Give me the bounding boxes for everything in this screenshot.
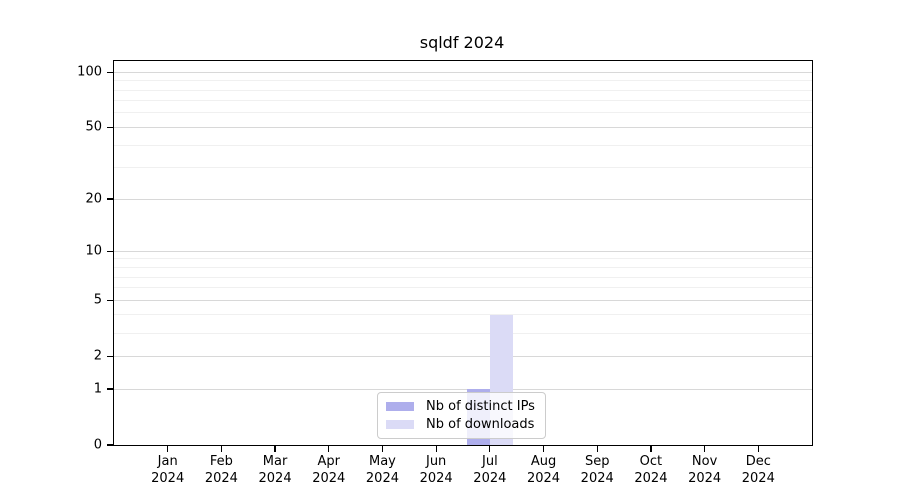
x-tick-label: Jan 2024 — [151, 454, 185, 486]
plot-area: Nb of distinct IPs Nb of downloads 0 1 2 5 1… — [77, 60, 813, 486]
minor-gridline — [114, 332, 812, 334]
x-tick-label: Dec 2024 — [741, 454, 775, 486]
major-gridline — [114, 198, 812, 200]
x-axis-tick — [703, 446, 706, 452]
x-axis-tick — [328, 446, 330, 452]
x-tick-label: Aug 2024 — [526, 454, 561, 486]
x-axis-tick — [381, 446, 384, 452]
y-tick-label: 100 — [77, 64, 102, 80]
x-tick-label: Jul 2024 — [473, 454, 507, 486]
x-tick-label: Nov 2024 — [688, 454, 722, 486]
major-gridline — [114, 126, 812, 128]
minor-gridline — [114, 258, 812, 260]
minor-gridline — [114, 100, 812, 102]
legend-swatch-downloads — [386, 419, 414, 429]
major-gridline — [114, 355, 812, 357]
x-tick-label: Feb 2024 — [204, 454, 238, 486]
y-tick-label: 2 — [93, 348, 102, 364]
minor-gridline — [114, 267, 812, 268]
y-tick-label: 50 — [85, 119, 102, 135]
y-tick-label: 10 — [85, 243, 102, 259]
legend-label-distinct-ips: Nb of distinct IPs — [426, 399, 535, 415]
x-tick-label: Oct 2024 — [634, 454, 668, 486]
chart-title: sqldf 2024 — [419, 33, 505, 52]
x-axis-tick — [650, 446, 652, 452]
legend-item-distinct-ips: Nb of distinct IPs — [386, 398, 535, 416]
y-axis-tick — [107, 388, 113, 390]
x-axis-tick — [542, 446, 545, 452]
x-tick-label: Jun 2024 — [419, 454, 453, 486]
x-tick-label: Apr 2024 — [312, 454, 346, 486]
minor-gridline — [114, 112, 812, 114]
y-axis-tick — [107, 444, 113, 446]
y-axis-tick — [107, 299, 113, 301]
y-axis-tick — [107, 71, 113, 73]
y-tick-label: 20 — [85, 191, 102, 207]
x-axis-tick — [220, 446, 223, 452]
minor-gridline — [114, 287, 812, 289]
minor-gridline — [114, 89, 812, 91]
x-axis-tick — [167, 446, 169, 452]
x-axis-tick — [596, 446, 598, 452]
x-tick-label: Mar 2024 — [258, 454, 292, 486]
legend: Nb of distinct IPs Nb of downloads — [377, 392, 546, 439]
legend-swatch-distinct-ips — [386, 402, 414, 412]
minor-gridline — [114, 167, 812, 169]
major-gridline — [114, 299, 812, 301]
legend-item-downloads: Nb of downloads — [386, 416, 535, 434]
major-gridline — [114, 250, 812, 252]
y-tick-label: 0 — [93, 437, 102, 453]
minor-gridline — [114, 276, 812, 278]
x-tick-label: Sep 2024 — [580, 454, 614, 486]
y-axis-tick — [107, 198, 113, 200]
x-axis-tick — [489, 446, 491, 452]
minor-gridline — [114, 80, 812, 82]
y-axis-tick — [107, 355, 113, 357]
y-tick-label: 1 — [93, 381, 102, 397]
x-axis-tick — [435, 446, 437, 452]
x-axis-tick — [757, 446, 759, 452]
y-axis-tick — [107, 250, 113, 252]
minor-gridline — [114, 314, 812, 316]
x-axis-tick — [274, 446, 276, 452]
major-gridline — [114, 388, 812, 390]
major-gridline — [114, 71, 812, 73]
legend-label-downloads: Nb of downloads — [426, 416, 535, 432]
y-tick-label: 5 — [93, 292, 102, 308]
minor-gridline — [114, 144, 812, 146]
x-tick-label: May 2024 — [365, 454, 399, 486]
y-axis-tick — [107, 126, 113, 129]
